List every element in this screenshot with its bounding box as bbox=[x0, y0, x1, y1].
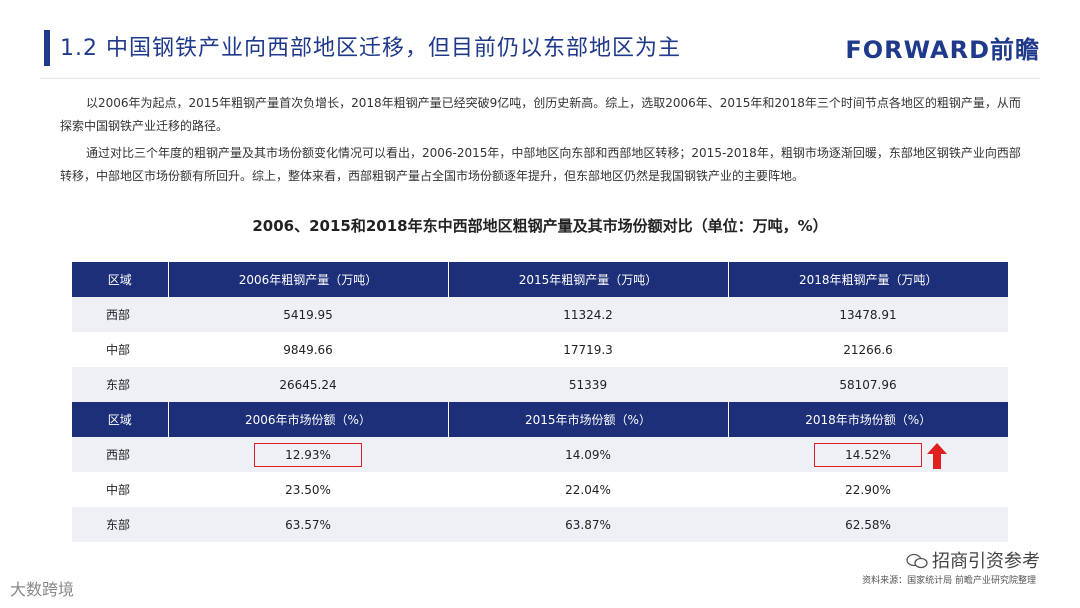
region-cell: 东部 bbox=[72, 367, 168, 402]
header-cell: 2006年市场份额（%） bbox=[168, 402, 449, 437]
value-cell: 63.57% bbox=[168, 507, 448, 542]
value-cell: 22.90% bbox=[728, 472, 1008, 507]
share-header-row: 区域 2006年市场份额（%） 2015年市场份额（%） 2018年市场份额（%… bbox=[72, 402, 1008, 437]
header-cell: 2015年粗钢产量（万吨） bbox=[448, 262, 729, 297]
production-header-row: 区域 2006年粗钢产量（万吨） 2015年粗钢产量（万吨） 2018年粗钢产量… bbox=[72, 262, 1008, 297]
value-cell: 26645.24 bbox=[168, 367, 448, 402]
value-cell: 5419.95 bbox=[168, 297, 448, 332]
table-row: 中部 23.50% 22.04% 22.90% bbox=[72, 472, 1008, 507]
highlighted-value: 14.52% bbox=[814, 442, 922, 467]
source-note: 资料来源：国家统计局 前瞻产业研究院整理 bbox=[862, 576, 1036, 586]
value-cell: 58107.96 bbox=[728, 367, 1008, 402]
table-row: 西部 5419.95 11324.2 13478.91 bbox=[72, 297, 1008, 332]
header-cell: 区域 bbox=[72, 402, 169, 437]
value-cell: 14.09% bbox=[448, 437, 728, 472]
page-title: 1.2 中国钢铁产业向西部地区迁移，但目前仍以东部地区为主 bbox=[60, 36, 681, 61]
up-arrow-icon bbox=[927, 443, 947, 469]
steel-comparison-table: 区域 2006年粗钢产量（万吨） 2015年粗钢产量（万吨） 2018年粗钢产量… bbox=[72, 262, 1008, 542]
value-cell: 14.52% bbox=[728, 437, 1008, 472]
region-cell: 西部 bbox=[72, 437, 168, 472]
value-cell: 51339 bbox=[448, 367, 728, 402]
title-accent-bar bbox=[44, 30, 50, 66]
table-row: 东部 63.57% 63.87% 62.58% bbox=[72, 507, 1008, 542]
table-row: 西部 12.93% 14.09% 14.52% bbox=[72, 437, 1008, 472]
intro-paragraph-1: 以2006年为起点，2015年粗钢产量首次负增长，2018年粗钢产量已经突破9亿… bbox=[60, 96, 1021, 133]
header-cell: 2018年粗钢产量（万吨） bbox=[728, 262, 1008, 297]
highlighted-value: 12.93% bbox=[254, 442, 362, 467]
header-cell: 2018年市场份额（%） bbox=[728, 402, 1008, 437]
table-row: 中部 9849.66 17719.3 21266.6 bbox=[72, 332, 1008, 367]
value-cell: 22.04% bbox=[448, 472, 728, 507]
forward-logo: FORWARD前瞻 bbox=[845, 36, 1040, 64]
region-cell: 东部 bbox=[72, 507, 168, 542]
table-row: 东部 26645.24 51339 58107.96 bbox=[72, 367, 1008, 402]
value-cell: 21266.6 bbox=[728, 332, 1008, 367]
wechat-icon bbox=[906, 553, 928, 569]
intro-paragraph-2: 通过对比三个年度的粗钢产量及其市场份额变化情况可以看出，2006-2015年，中… bbox=[60, 146, 1021, 183]
value-cell: 11324.2 bbox=[448, 297, 728, 332]
value-cell: 9849.66 bbox=[168, 332, 448, 367]
corner-watermark: 大数跨境 bbox=[10, 580, 75, 599]
header-cell: 2006年粗钢产量（万吨） bbox=[168, 262, 449, 297]
value-cell: 23.50% bbox=[168, 472, 448, 507]
table-title: 2006、2015和2018年东中西部地区粗钢产量及其市场份额对比（单位：万吨，… bbox=[252, 217, 828, 235]
region-cell: 中部 bbox=[72, 472, 168, 507]
region-cell: 中部 bbox=[72, 332, 168, 367]
value-cell: 13478.91 bbox=[728, 297, 1008, 332]
header-divider bbox=[40, 78, 1040, 79]
region-cell: 西部 bbox=[72, 297, 168, 332]
value-cell: 17719.3 bbox=[448, 332, 728, 367]
wechat-label: 招商引资参考 bbox=[932, 551, 1040, 572]
header-cell: 2015年市场份额（%） bbox=[448, 402, 729, 437]
header-cell: 区域 bbox=[72, 262, 169, 297]
wechat-watermark: 招商引资参考 bbox=[906, 547, 1040, 573]
value-cell: 63.87% bbox=[448, 507, 728, 542]
value-cell: 62.58% bbox=[728, 507, 1008, 542]
value-cell: 12.93% bbox=[168, 437, 448, 472]
